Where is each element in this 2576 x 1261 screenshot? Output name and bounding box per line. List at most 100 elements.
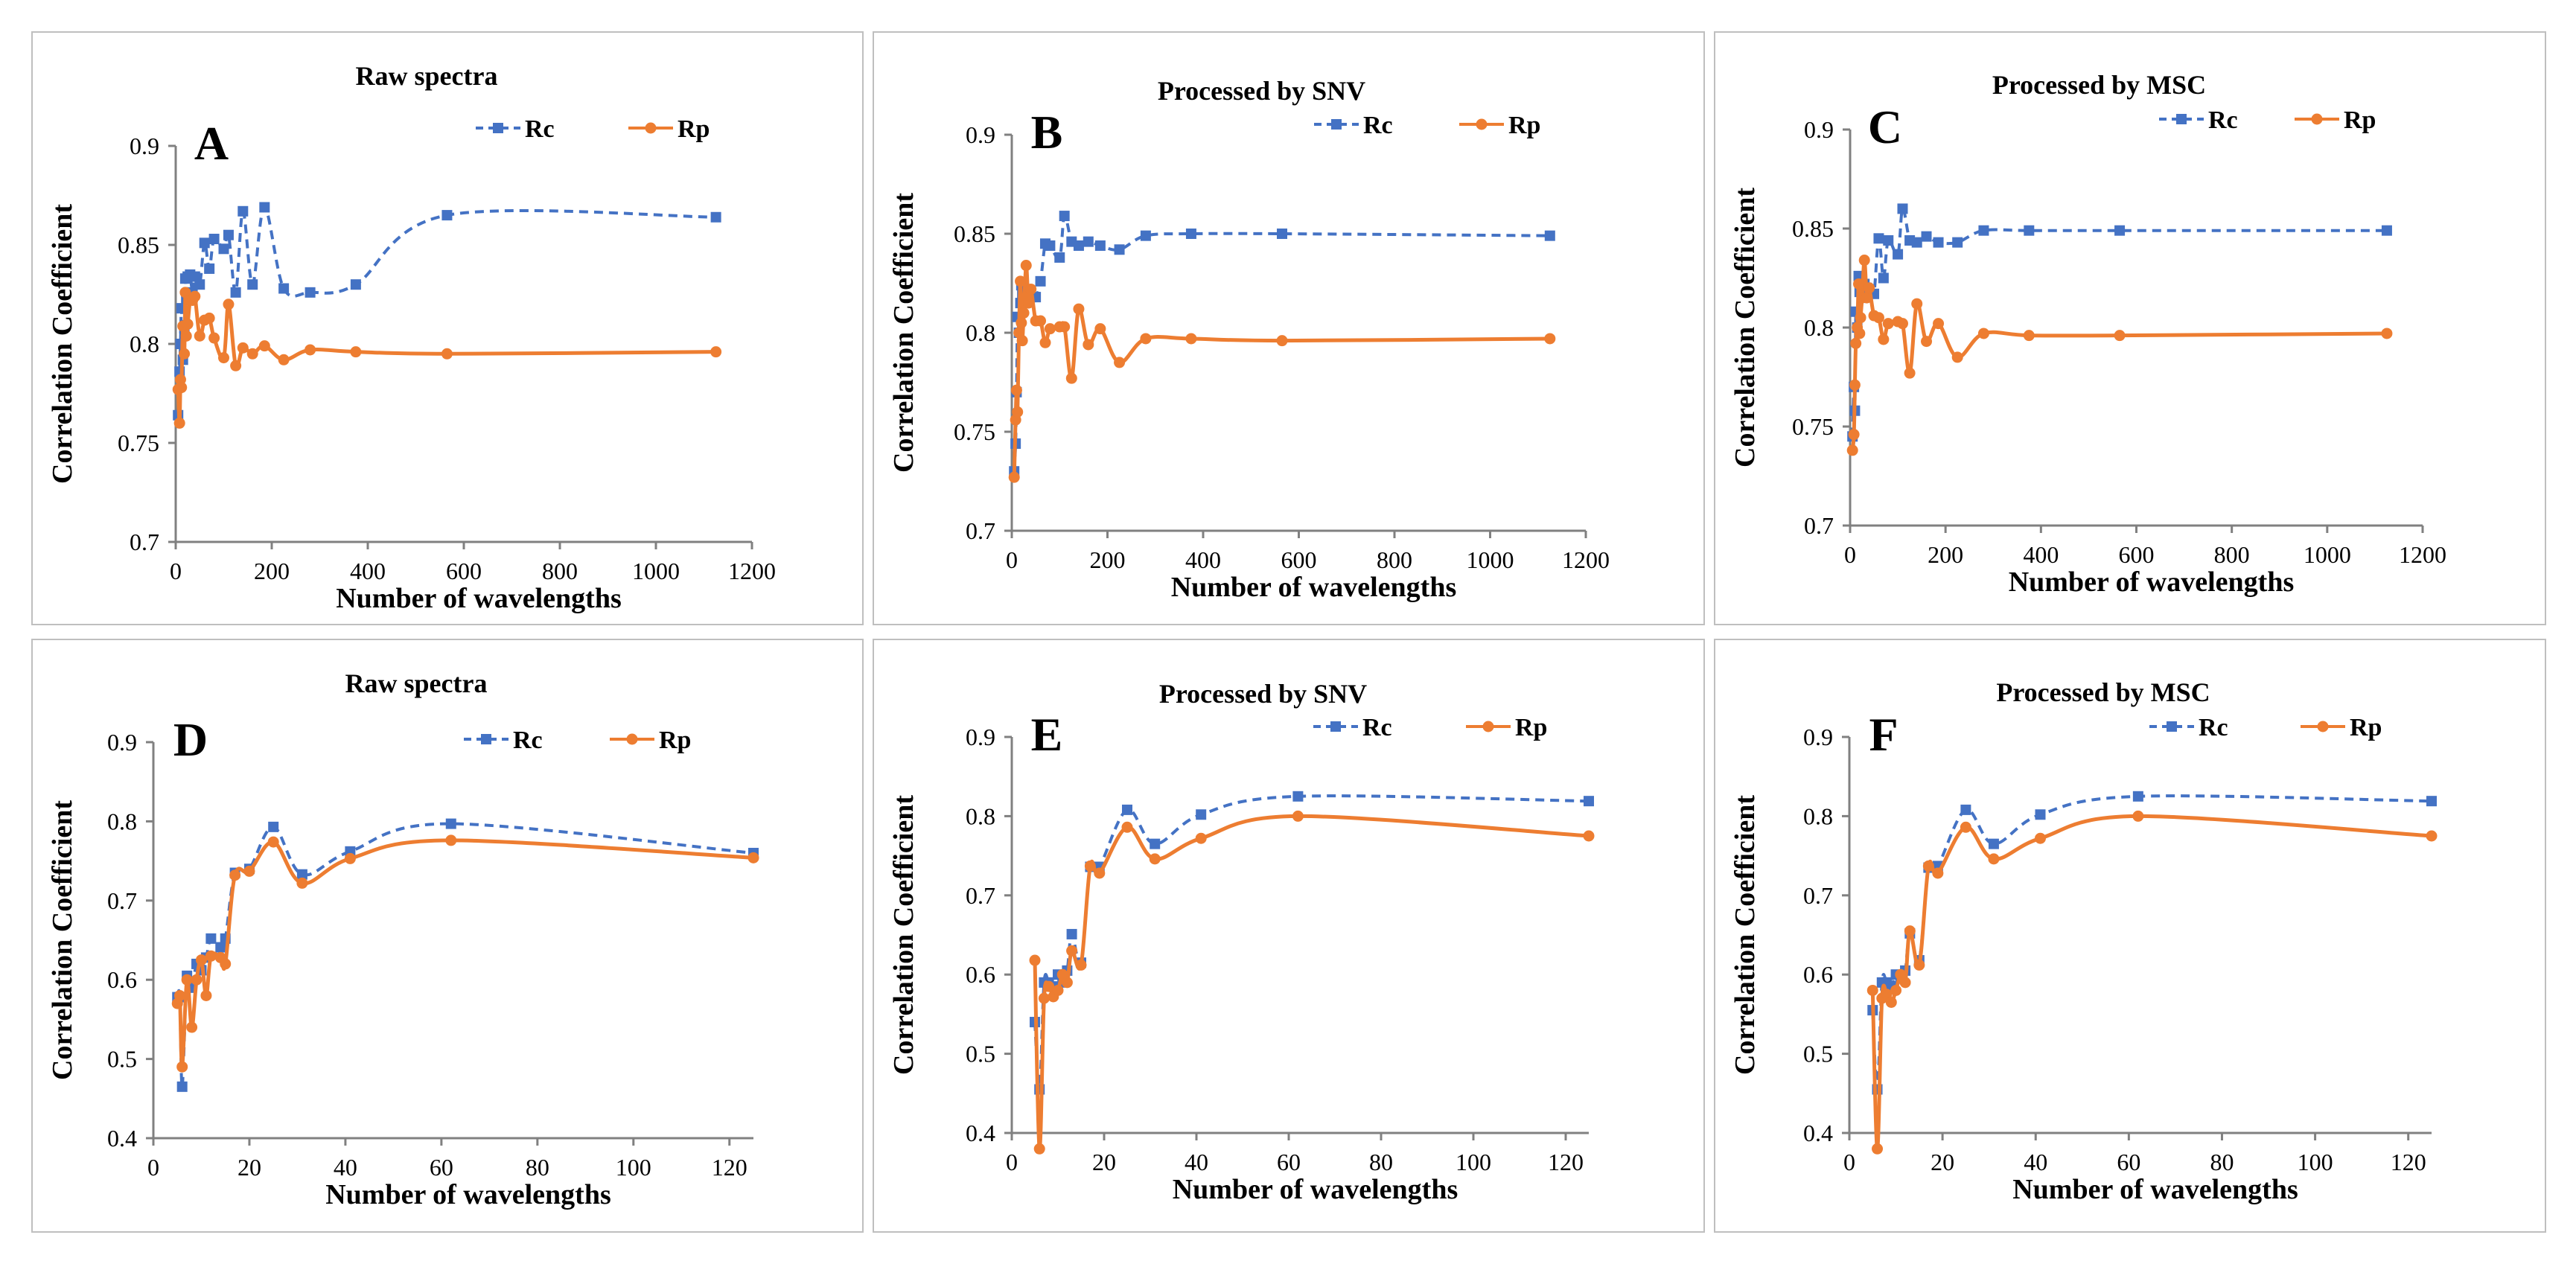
data-point-rp (1039, 336, 1051, 348)
series-line-rc (1871, 794, 2432, 1091)
series-line-rp (1870, 814, 2432, 1151)
data-point-rp (1020, 260, 1032, 272)
data-point-rc (268, 821, 279, 832)
data-point-rc (1873, 233, 1884, 244)
x-tick-label: 1200 (1562, 546, 1610, 573)
data-point-rp (1872, 1143, 1884, 1155)
legend-label-rc: Rc (1362, 714, 1392, 741)
y-tick-label: 0.8 (966, 802, 995, 829)
legend-marker-rc (493, 123, 503, 133)
y-tick-label: 0.5 (966, 1041, 995, 1067)
data-point-rp (1896, 318, 1908, 330)
y-tick-label: 0.9 (966, 121, 995, 148)
data-point-rp (1073, 303, 1085, 315)
data-point-rc (1897, 203, 1908, 214)
data-point-rc (1292, 791, 1304, 802)
data-point-rp (1016, 335, 1028, 347)
x-tick-label: 600 (446, 558, 482, 584)
data-point-rp (223, 299, 235, 310)
data-point-rp (181, 974, 193, 986)
data-point-rp (1583, 830, 1595, 842)
data-point-rc (1066, 928, 1077, 939)
x-tick-label: 200 (1928, 541, 1963, 568)
x-tick-label: 60 (1277, 1149, 1301, 1175)
data-point-rp (2023, 330, 2035, 342)
y-tick-label: 0.8 (966, 319, 995, 346)
data-point-rp (243, 865, 255, 877)
data-point-rc (215, 942, 226, 953)
x-tick-label: 120 (2391, 1149, 2426, 1175)
data-point-rp (182, 318, 194, 330)
chart-panel-b: 0.7 0.75 0.8 0.85 0.9 0 200 400 600 800 1000 1200 Nu… (873, 31, 1705, 625)
y-tick-label: 0.8 (130, 331, 159, 357)
y-tick-label: 0.6 (107, 966, 137, 993)
data-point-rp (1544, 333, 1556, 345)
data-point-rc (1073, 240, 1084, 251)
data-point-rc (1059, 211, 1070, 222)
data-point-rc (2426, 796, 2437, 807)
x-axis-label: Number of wavelengths (1171, 572, 1457, 603)
y-axis-label: Correlation Coefficient (1729, 795, 1761, 1075)
data-point-rp (258, 340, 270, 352)
x-tick-label: 0 (147, 1154, 159, 1181)
data-point-rp (1059, 321, 1071, 333)
x-tick-label: 20 (1931, 1149, 1954, 1175)
x-axis-label: Number of wavelengths (2012, 1174, 2298, 1205)
data-point-rc (445, 818, 456, 829)
data-point-rp (1977, 328, 1989, 339)
y-axis-label: Correlation Coefficient (47, 204, 78, 484)
data-point-rp (344, 852, 356, 864)
data-point-rp (1904, 925, 1916, 937)
data-point-rc (205, 933, 217, 944)
series-line-rp (1012, 264, 1550, 478)
y-axis-label: Correlation Coefficient (47, 800, 78, 1080)
data-point-rp (173, 989, 185, 1001)
chart-panel-f: 0.4 0.5 0.6 0.7 0.8 0.9 0 20 40 60 80 100 120 Number … (1714, 639, 2546, 1233)
chart-svg-b: 0.7 0.75 0.8 0.85 0.9 0 200 400 600 800 1000 1200 Nu… (888, 76, 1610, 603)
data-point-rp (1061, 977, 1073, 989)
chart-svg-f: 0.4 0.5 0.6 0.7 0.8 0.9 0 20 40 60 80 100 120 Number … (1729, 677, 2438, 1205)
data-point-rp (186, 1021, 198, 1033)
data-point-rp (1911, 298, 1923, 310)
data-point-rp (1075, 959, 1087, 971)
data-point-rc (2132, 791, 2143, 802)
x-tick-label: 0 (1844, 541, 1856, 568)
x-tick-label: 60 (2117, 1149, 2140, 1175)
series-line-rp (1033, 814, 1590, 1151)
x-axis-label: Number of wavelengths (2009, 566, 2295, 598)
data-point-rp (191, 974, 203, 986)
data-point-rp (246, 348, 258, 360)
data-point-rc (1185, 229, 1196, 239)
data-point-rp (208, 332, 220, 344)
data-point-rp (710, 346, 722, 358)
data-point-rc (1054, 252, 1065, 263)
data-point-rc (199, 237, 210, 249)
legend-marker-rp (2317, 721, 2329, 732)
data-point-rc (1035, 275, 1046, 287)
legend-label-rp: Rp (1508, 112, 1540, 139)
x-tick-label: 800 (542, 558, 578, 584)
legend-marker-rp (626, 733, 638, 745)
data-point-rp (296, 877, 308, 889)
data-point-rp (2114, 330, 2126, 342)
y-tick-label: 0.9 (1804, 116, 1834, 143)
data-point-rp (1951, 351, 1963, 363)
chart-svg-a: 0.7 0.75 0.8 0.85 0.9 0 200 400 600 800 1000 1200 Nu… (47, 61, 776, 614)
data-point-rp (2034, 832, 2046, 844)
chart-svg-d: 0.4 0.5 0.6 0.7 0.8 0.9 0 20 40 60 80 100 120 Number … (47, 668, 759, 1210)
data-point-rp (1025, 283, 1037, 295)
data-point-rp (1043, 980, 1055, 992)
data-point-rp (1149, 853, 1161, 865)
data-point-rp (441, 348, 453, 360)
data-point-rc (1122, 804, 1132, 815)
data-point-rc (1094, 240, 1106, 251)
y-tick-label: 0.4 (1803, 1120, 1833, 1146)
legend-label-rp: Rp (2344, 106, 2376, 134)
data-point-rc (208, 234, 220, 245)
x-tick-label: 100 (2298, 1149, 2333, 1175)
data-point-rp (2381, 328, 2393, 339)
panel-letter: B (1031, 106, 1063, 159)
data-point-rc (176, 1081, 188, 1092)
data-point-rp (1933, 318, 1945, 330)
data-point-rp (1882, 318, 1894, 330)
